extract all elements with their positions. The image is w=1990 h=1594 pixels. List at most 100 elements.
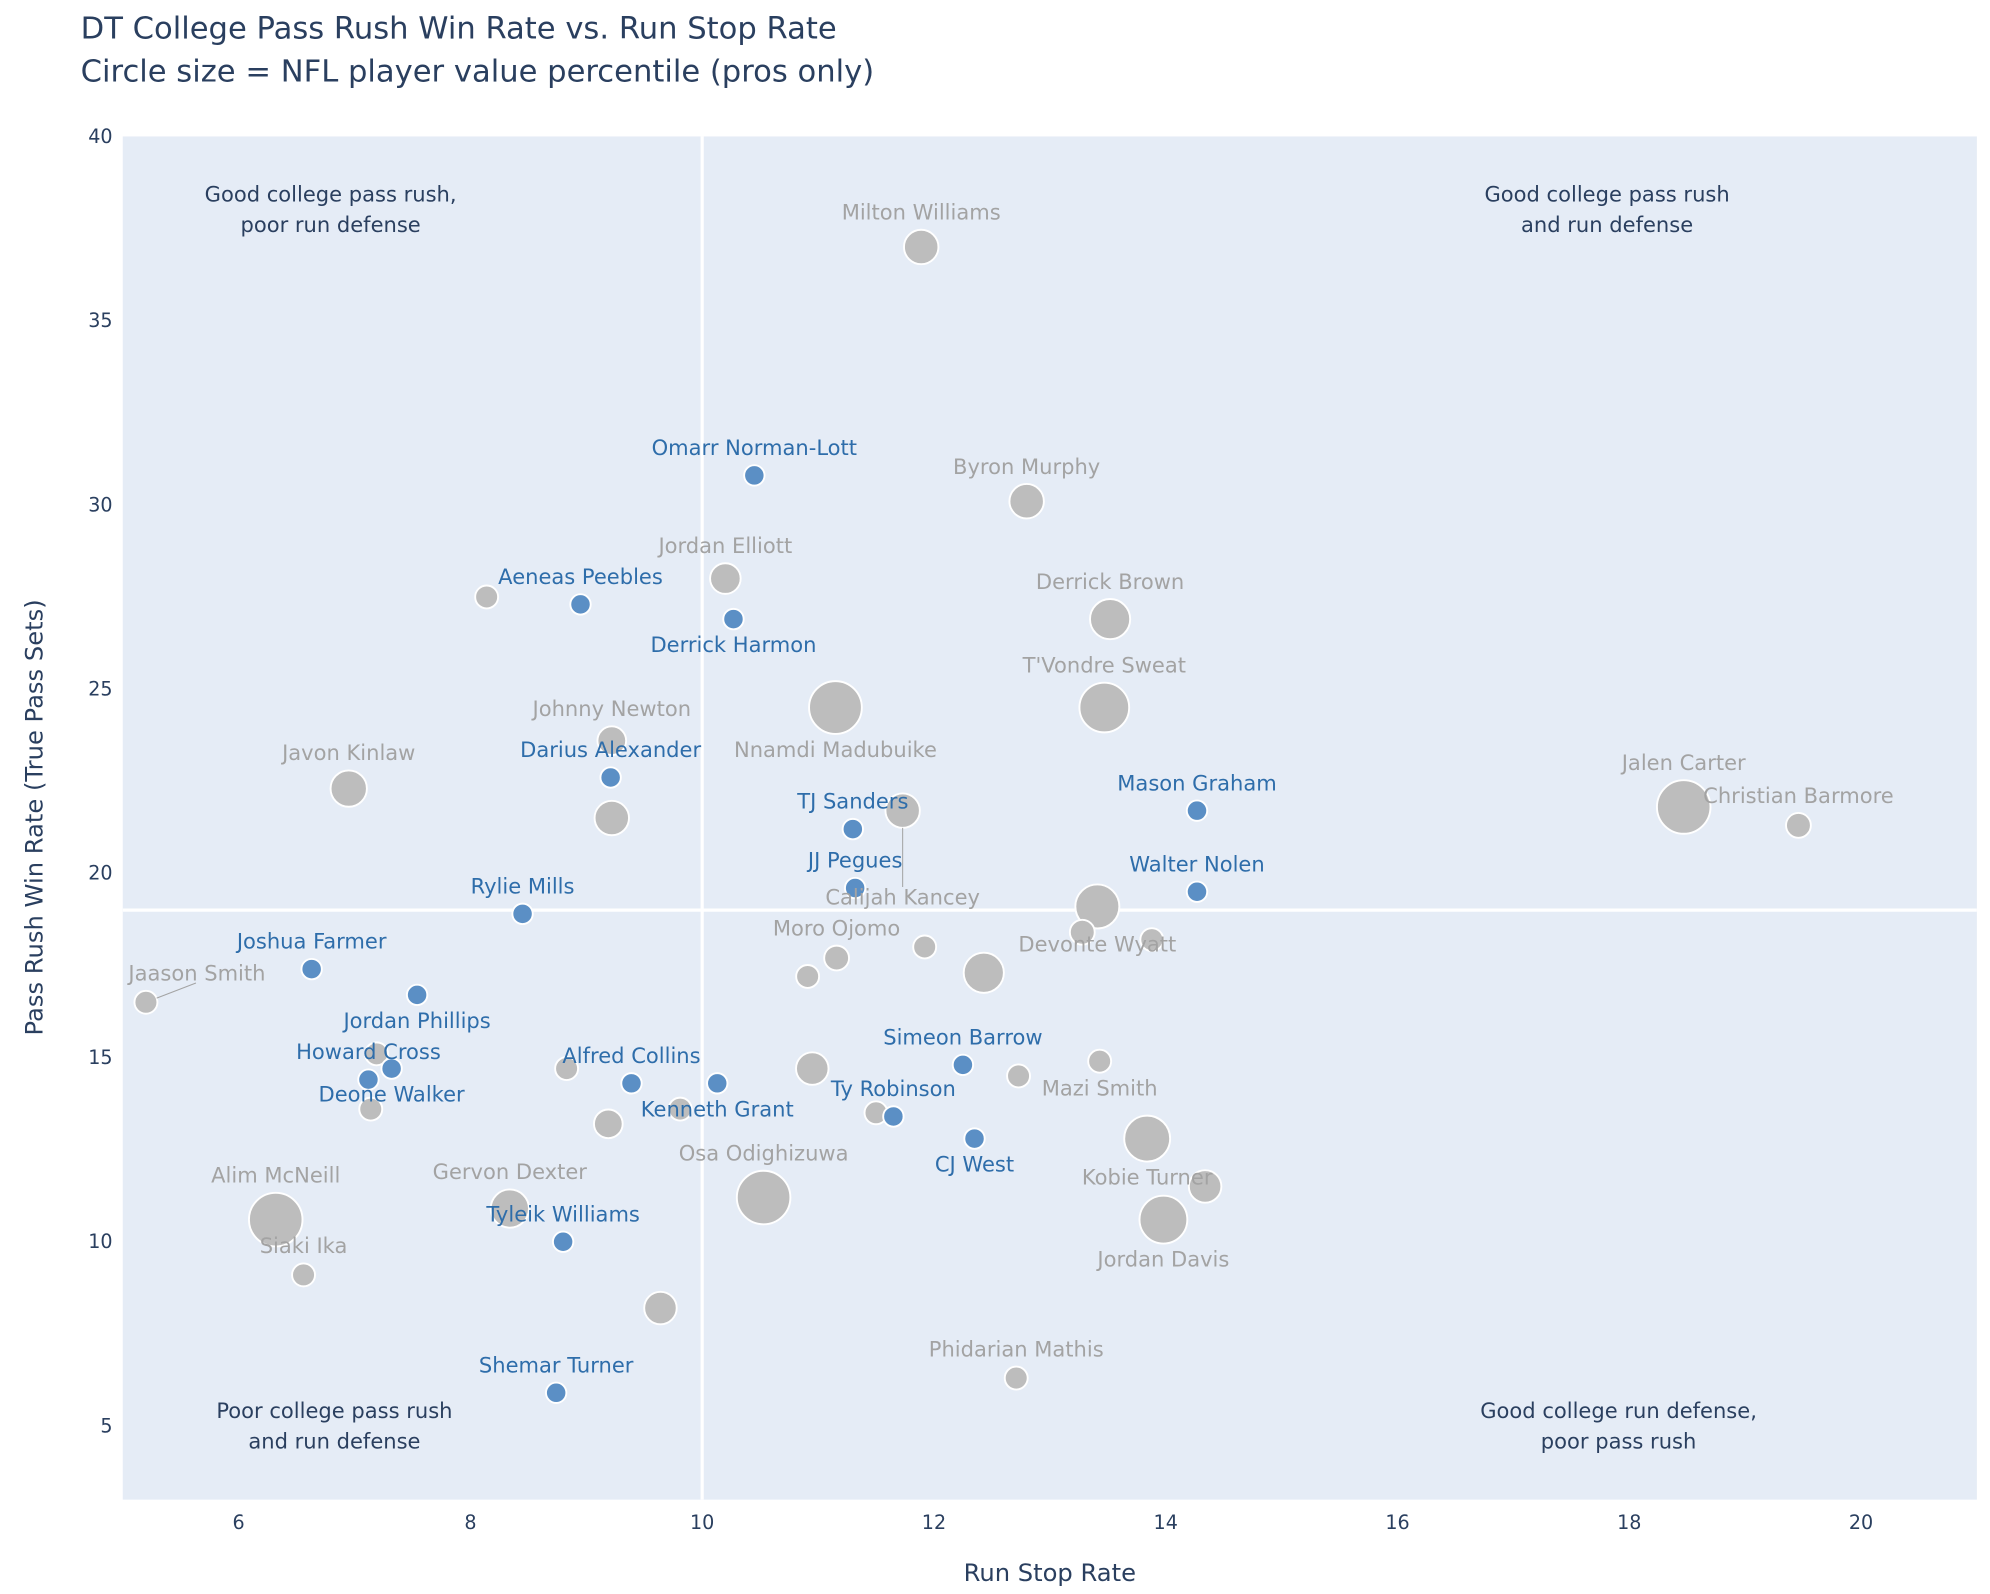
prospect-point[interactable] <box>963 1127 986 1150</box>
prospect-label: Tyleik Williams <box>485 1201 640 1226</box>
x-tick-label: 6 <box>233 1511 245 1534</box>
pro-point[interactable] <box>329 769 368 808</box>
pro-point[interactable] <box>1785 812 1812 839</box>
pro-point[interactable] <box>1087 1048 1113 1074</box>
pro-point[interactable] <box>489 1188 530 1229</box>
prospect-label: Howard Cross <box>296 1039 441 1064</box>
pro-label: Jordan Davis <box>1095 1246 1229 1271</box>
prospect-point[interactable] <box>843 876 867 900</box>
y-tick-label: 10 <box>88 1230 112 1253</box>
pro-point[interactable] <box>596 725 628 756</box>
prospect-label: Kenneth Grant <box>641 1096 794 1121</box>
label-leader-line <box>156 982 197 999</box>
y-tick-label: 35 <box>88 309 112 332</box>
pro-point[interactable] <box>1187 1169 1223 1204</box>
prospect-label: Alfred Collins <box>562 1043 700 1068</box>
quadrant-annotation-bottom-left: Poor college pass rush and run defense <box>216 1398 452 1454</box>
y-axis-title: Pass Rush Win Rate (True Pass Sets) <box>20 599 48 1035</box>
x-tick-label: 16 <box>1385 1511 1409 1534</box>
pro-point[interactable] <box>1078 681 1131 734</box>
x-tick-label: 14 <box>1154 1511 1178 1534</box>
pro-point[interactable] <box>808 680 863 735</box>
pro-label: Mazi Smith <box>1042 1076 1158 1101</box>
prospect-label: Aeneas Peebles <box>498 564 663 589</box>
prospect-point[interactable] <box>599 766 622 789</box>
pro-point[interactable] <box>735 1169 792 1226</box>
pro-point[interactable] <box>643 1290 678 1326</box>
prospect-point[interactable] <box>380 1057 403 1080</box>
pro-label: Phidarian Mathis <box>929 1336 1104 1361</box>
pro-label: Johnny Newton <box>531 696 692 721</box>
pro-point[interactable] <box>912 934 938 960</box>
pro-point[interactable] <box>474 584 500 610</box>
prospect-point[interactable] <box>743 464 766 487</box>
prospect-point[interactable] <box>841 817 864 841</box>
prospect-point[interactable] <box>722 607 745 631</box>
prospect-point[interactable] <box>551 1230 575 1253</box>
pro-point[interactable] <box>133 989 159 1015</box>
pro-point[interactable] <box>795 964 821 989</box>
pro-point[interactable] <box>709 562 742 595</box>
pro-point[interactable] <box>593 799 630 837</box>
prospect-label: Shemar Turner <box>479 1352 634 1377</box>
pro-point[interactable] <box>667 1096 693 1122</box>
prospect-label: Derrick Harmon <box>650 632 816 657</box>
y-tick-label: 25 <box>88 677 112 700</box>
pro-point[interactable] <box>1008 483 1045 520</box>
prospect-point[interactable] <box>1185 799 1209 822</box>
pro-point[interactable] <box>1089 598 1132 641</box>
pro-label: Gervon Dexter <box>433 1159 588 1184</box>
prospect-label: Joshua Farmer <box>235 929 387 954</box>
prospect-point[interactable] <box>300 957 323 981</box>
y-tick-label: 40 <box>88 125 112 148</box>
quadrant-annotation-top-left: Good college pass rush, poor run defense <box>205 181 457 237</box>
prospect-point[interactable] <box>882 1105 905 1128</box>
y-tick-label: 5 <box>100 1414 112 1437</box>
prospect-point[interactable] <box>511 902 534 925</box>
prospect-point[interactable] <box>357 1068 380 1091</box>
pro-point[interactable] <box>593 1108 624 1140</box>
pro-point[interactable] <box>247 1191 304 1248</box>
pro-point[interactable] <box>795 1051 830 1086</box>
chart-subtitle: Circle size = NFL player value percentil… <box>81 55 875 90</box>
pro-point[interactable] <box>358 1096 384 1122</box>
pro-label: Jordan Elliott <box>656 533 792 558</box>
pro-label: Siaki Ika <box>260 1233 348 1258</box>
prospect-label: JJ Pegues <box>806 848 903 873</box>
pro-point[interactable] <box>364 1041 389 1067</box>
prospect-point[interactable] <box>569 593 592 616</box>
prospect-point[interactable] <box>706 1072 729 1095</box>
pro-point[interactable] <box>903 228 940 266</box>
pro-point[interactable] <box>1006 1063 1031 1089</box>
pro-point[interactable] <box>291 1262 316 1288</box>
x-axis-title: Run Stop Rate <box>964 1559 1136 1587</box>
pro-label: Kobie Turner <box>1082 1164 1213 1189</box>
prospect-point[interactable] <box>545 1381 568 1404</box>
pro-label: Nnamdi Madubuike <box>734 737 937 762</box>
prospect-point[interactable] <box>951 1053 975 1077</box>
pro-label: Osa Odighizuwa <box>679 1141 849 1166</box>
prospect-label: Darius Alexander <box>520 737 701 762</box>
prospect-label: TJ Sanders <box>796 789 908 814</box>
x-tick-label: 8 <box>464 1511 476 1534</box>
pro-point[interactable] <box>1003 1365 1029 1391</box>
prospect-point[interactable] <box>620 1072 643 1095</box>
pro-point[interactable] <box>554 1056 580 1082</box>
prospect-point[interactable] <box>405 983 429 1007</box>
pro-point[interactable] <box>1139 927 1165 953</box>
pro-point[interactable] <box>1074 883 1121 930</box>
pro-point[interactable] <box>1138 1194 1189 1245</box>
prospect-point[interactable] <box>1185 880 1209 903</box>
x-tick-label: 20 <box>1849 1511 1873 1534</box>
pro-label: Javon Kinlaw <box>280 740 415 765</box>
prospect-label: Ty Robinson <box>830 1076 956 1101</box>
prospect-label: Deone Walker <box>319 1082 466 1107</box>
pro-point[interactable] <box>1123 1114 1172 1163</box>
pro-point[interactable] <box>823 944 850 972</box>
pro-point[interactable] <box>1655 779 1712 835</box>
pro-point[interactable] <box>1068 918 1096 946</box>
pro-label: Jalen Carter <box>1620 750 1746 775</box>
prospect-label: Rylie Mills <box>471 873 575 898</box>
pro-point[interactable] <box>962 951 1005 994</box>
